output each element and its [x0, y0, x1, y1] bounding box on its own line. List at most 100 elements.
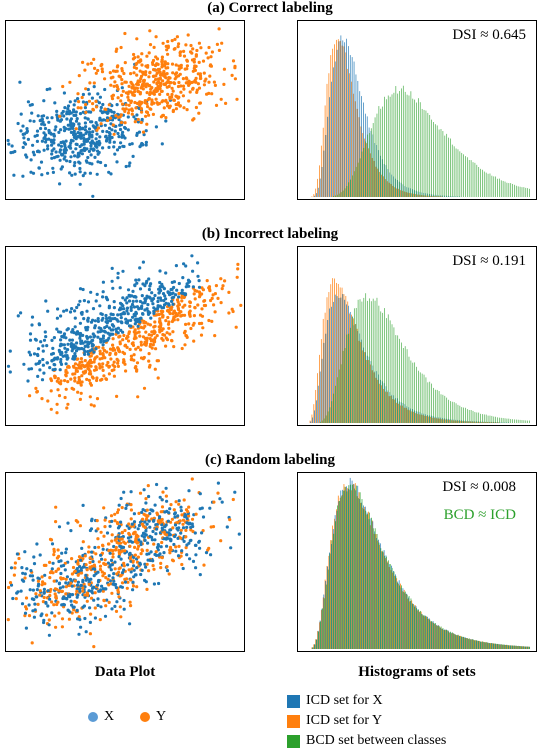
histogram-bar-icd-x: [372, 521, 374, 649]
scatter-point-y: [49, 407, 53, 411]
scatter-point-x: [184, 535, 188, 539]
histogram-bar-icd-y: [426, 616, 428, 649]
histogram-bar-bcd: [525, 420, 527, 423]
histogram-bar-bcd: [493, 643, 495, 649]
histogram-bar-icd-x: [459, 635, 460, 649]
scatter-point-y: [120, 67, 124, 71]
scatter-point-x: [75, 608, 79, 612]
scatter-point-y: [192, 314, 196, 318]
scatter-point-x: [86, 300, 91, 304]
scatter-point-x: [158, 515, 162, 519]
histogram-bar-bcd: [425, 377, 427, 423]
scatter-point-x: [140, 141, 144, 146]
scatter-point-x: [129, 517, 133, 521]
scatter-point-y: [161, 315, 165, 319]
histogram-bar-icd-x: [477, 640, 479, 649]
histogram-bar-icd-x: [361, 96, 362, 197]
scatter-point-x: [69, 138, 73, 142]
scatter-point-y: [20, 602, 25, 606]
histogram-bar-bcd: [446, 397, 448, 423]
scatter-point-x: [188, 557, 192, 561]
scatter-point-x: [103, 587, 108, 591]
scatter-point-y: [120, 120, 124, 125]
scatter-point-x: [53, 101, 57, 105]
scatter-point-x: [87, 127, 92, 131]
histogram-bar-icd-y: [422, 615, 424, 649]
histogram-bar-icd-x: [355, 490, 357, 649]
scatter-point-y: [161, 528, 165, 532]
scatter-point-x: [25, 127, 29, 131]
scatter-point-x: [61, 354, 65, 358]
scatter-point-y: [201, 288, 205, 292]
scatter-point-x: [157, 287, 161, 291]
scatter-point-x: [62, 309, 66, 313]
scatter-point-y: [64, 387, 68, 391]
scatter-point-x: [40, 173, 44, 177]
histogram-bar-icd-y: [426, 416, 428, 423]
histogram-bar-icd-y: [317, 178, 318, 197]
histogram-bar-icd-y: [494, 643, 496, 649]
scatter-point-x: [48, 597, 52, 601]
scatter-point-y: [164, 66, 168, 70]
scatter-point-x: [71, 150, 75, 154]
scatter-point-y: [88, 556, 92, 560]
scatter-point-x: [112, 145, 116, 149]
histogram-bar-icd-y: [409, 410, 411, 423]
scatter-point-y: [81, 60, 85, 64]
scatter-point-y: [166, 62, 170, 66]
scatter-point-y: [131, 85, 135, 89]
scatter-point-x: [155, 527, 159, 531]
scatter-point-x: [30, 111, 34, 115]
scatter-point-y: [236, 267, 240, 271]
histogram-bar-icd-y: [347, 68, 349, 197]
scatter-point-x: [160, 517, 164, 522]
scatter-point-y: [101, 589, 105, 593]
scatter-point-y: [191, 69, 195, 73]
scatter-point-y: [190, 51, 194, 55]
scatter-point-x: [89, 612, 93, 616]
scatter-point-y: [46, 399, 50, 403]
scatter-point-y: [162, 106, 166, 110]
histogram-bar-bcd: [491, 175, 493, 197]
scatter-point-x: [50, 567, 54, 571]
scatter-point-x: [59, 357, 63, 362]
scatter-point-x: [200, 531, 204, 535]
scatter-point-y: [200, 307, 204, 311]
scatter-point-y: [165, 565, 169, 569]
scatter-point-y: [153, 367, 157, 371]
histogram-bar-icd-x: [423, 615, 425, 649]
scatter-point-y: [93, 66, 97, 70]
scatter-point-y: [105, 598, 109, 602]
scatter-point-y: [112, 374, 116, 378]
scatter-point-x: [36, 374, 40, 378]
histogram-bar-bcd: [421, 614, 423, 649]
scatter-point-y: [23, 576, 27, 580]
histogram-bar-bcd: [502, 418, 504, 423]
scatter-point-y: [197, 540, 201, 544]
scatter-point-y: [83, 616, 87, 621]
scatter-point-x: [8, 581, 13, 585]
scatter-point-y: [159, 73, 163, 77]
histogram-bar-icd-y: [497, 422, 499, 423]
scatter-point-y: [189, 326, 193, 331]
scatter-point-y: [181, 84, 186, 88]
histogram-bar-bcd: [333, 393, 335, 423]
scatter-point-y: [140, 63, 144, 67]
histogram-bar-bcd: [363, 147, 365, 197]
scatter-point-x: [121, 144, 125, 148]
scatter-point-y: [125, 503, 129, 507]
scatter-point-x: [19, 112, 23, 116]
scatter-point-x: [31, 143, 35, 147]
scatter-point-y: [167, 511, 171, 515]
scatter-point-y: [133, 332, 137, 336]
histogram-bar-bcd: [384, 96, 385, 197]
scatter-point-x: [117, 535, 121, 539]
scatter-point-x: [35, 542, 39, 546]
data-plot-caption: Data Plot: [94, 664, 156, 680]
histogram-bar-bcd: [435, 623, 436, 649]
scatter-point-x: [171, 526, 175, 530]
scatter-point-x: [126, 288, 131, 292]
scatter-point-y: [170, 338, 174, 343]
scatter-point-y: [127, 103, 131, 107]
scatter-point-x: [37, 323, 42, 327]
